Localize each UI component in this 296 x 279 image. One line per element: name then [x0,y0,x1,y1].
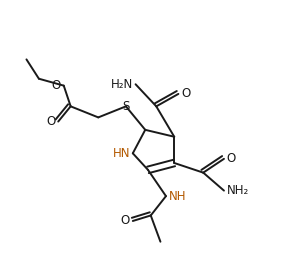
Text: HN: HN [112,147,130,160]
Text: NH₂: NH₂ [227,184,249,197]
Text: NH: NH [169,190,186,203]
Text: O: O [46,115,55,128]
Text: S: S [122,100,130,113]
Text: O: O [181,87,190,100]
Text: O: O [121,215,130,227]
Text: O: O [227,152,236,165]
Text: O: O [52,79,61,92]
Text: H₂N: H₂N [111,78,133,91]
